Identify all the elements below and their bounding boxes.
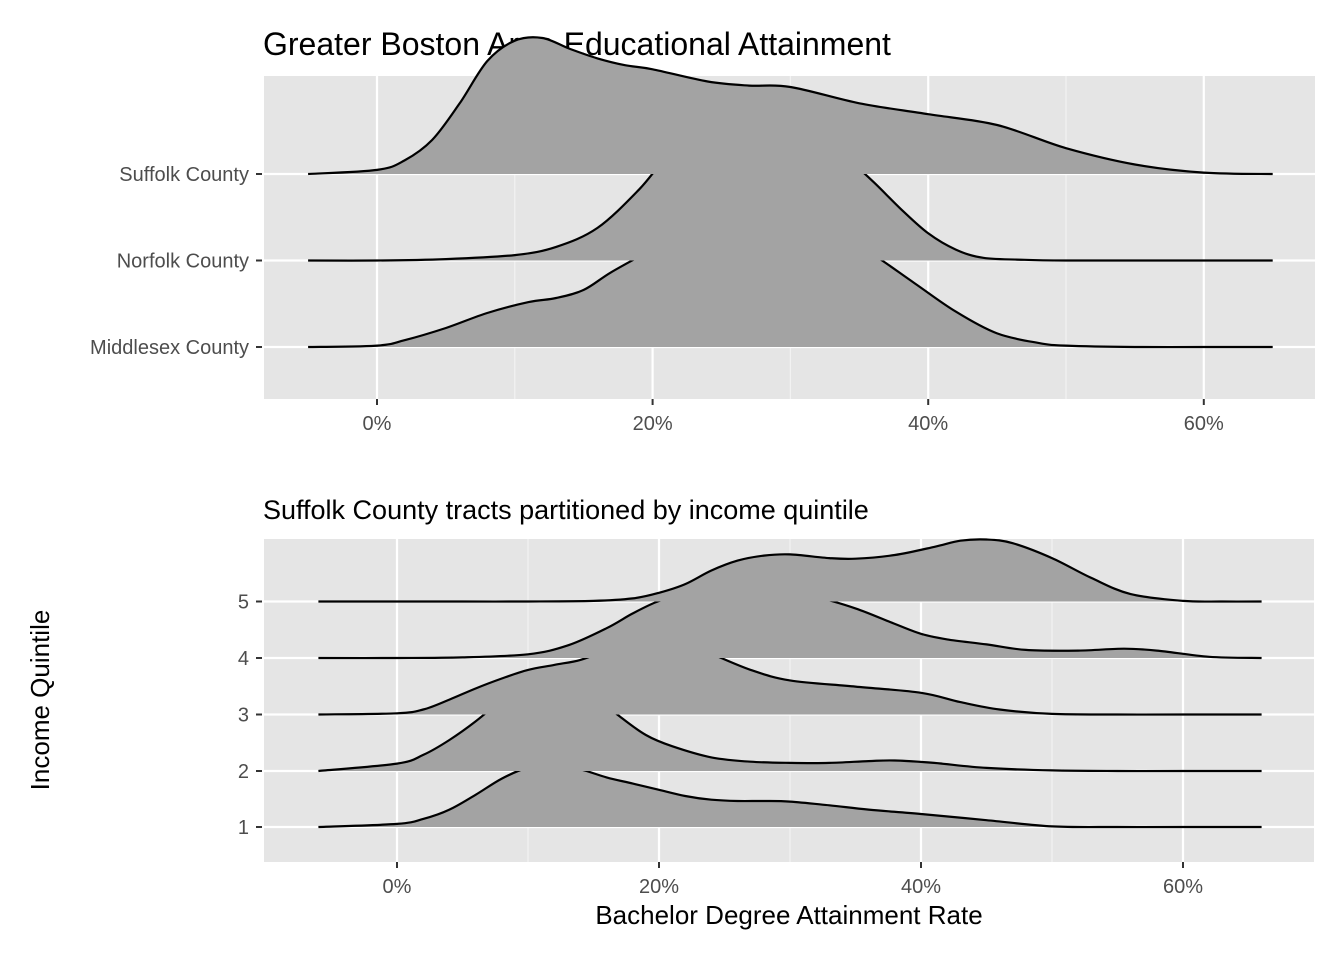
x-tick-label: 40% [901, 876, 941, 898]
x-tick-label: 0% [383, 876, 412, 898]
ridge-fill [318, 592, 1262, 659]
x-axis-title: Bachelor Degree Attainment Rate [595, 900, 982, 930]
x-tick-label: 20% [633, 413, 673, 435]
x-tick-label: 40% [908, 413, 948, 435]
ridge-outline [318, 670, 1262, 773]
y-axis-title: Income Quintile [25, 610, 55, 791]
x-tick-label: 60% [1163, 876, 1203, 898]
ridge-5 [318, 538, 1262, 603]
y-tick-label: 1 [238, 817, 249, 839]
y-tick-label: 2 [238, 761, 249, 783]
ridge-outline [318, 538, 1262, 603]
top-x-axis: 0% 20% 40% 60% [363, 399, 1224, 435]
bottom-y-axis: 1 2 3 4 5 [238, 592, 262, 839]
top-panel: Greater Boston Area Educational Attainme… [90, 26, 1315, 435]
ridge-fill [308, 117, 1273, 261]
ridge-outline [318, 763, 1262, 829]
ridge-outline [308, 36, 1273, 176]
top-y-axis: Middlesex County Norfolk County Suffolk Co… [90, 164, 262, 359]
x-tick-label: 0% [363, 413, 392, 435]
bottom-ridges [318, 538, 1262, 829]
ridge-fill [308, 210, 1273, 348]
y-tick-label: 3 [238, 705, 249, 727]
y-tick-label: Norfolk County [117, 251, 249, 273]
y-tick-label: 4 [238, 648, 249, 670]
ridge-fill [318, 764, 1262, 828]
top-ridges [308, 36, 1273, 349]
bottom-panel: Suffolk County tracts partitioned by inc… [25, 495, 1314, 930]
x-tick-label: 20% [639, 876, 679, 898]
ridge-1 [318, 763, 1262, 829]
ridge-fill [318, 539, 1262, 602]
bottom-chart-title: Suffolk County tracts partitioned by inc… [263, 495, 869, 525]
x-tick-label: 60% [1184, 413, 1224, 435]
y-tick-label: Suffolk County [119, 164, 249, 186]
bottom-x-axis: 0% 20% 40% 60% [383, 862, 1203, 898]
y-tick-label: 5 [238, 592, 249, 614]
ridge-suffolk-county [308, 36, 1273, 176]
ridge-fill [318, 637, 1262, 715]
ridge-fill [308, 37, 1273, 174]
y-tick-label: Middlesex County [90, 337, 249, 359]
